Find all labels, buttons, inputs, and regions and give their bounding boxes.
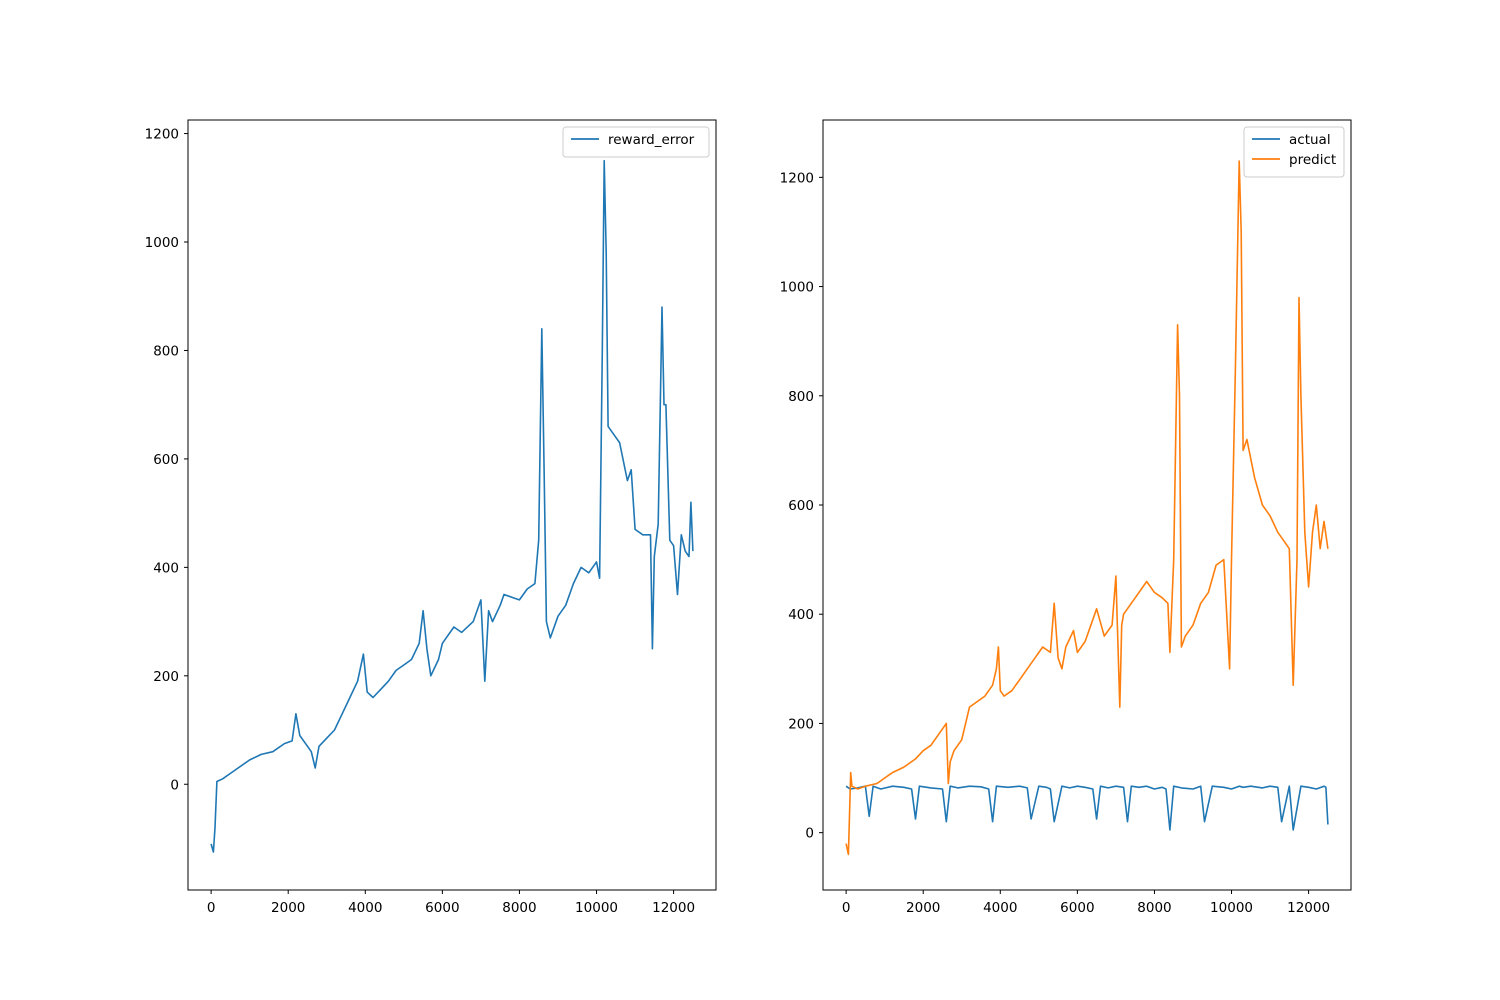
left-plot-lines (210, 159, 694, 853)
right-series-line-actual (845, 785, 1329, 831)
left-x-tick-label: 12000 (652, 900, 695, 916)
left-x-tick-label: 0 (207, 900, 216, 916)
right-y-tick-label: 1200 (780, 170, 814, 186)
right-legend-label-predict: predict (1289, 152, 1336, 168)
right-x-tick-label: 4000 (983, 900, 1017, 916)
right-y-tick-label: 600 (788, 498, 814, 514)
left-y-tick-label: 400 (153, 560, 179, 576)
right-y-tick-label: 400 (788, 607, 814, 623)
left-ticks: 0 2000 4000 6000 8000 10000 12000 0 200 400 600 800… (145, 127, 695, 916)
right-legend-label-actual: actual (1289, 132, 1331, 148)
left-y-tick-label: 600 (153, 452, 179, 468)
left-legend-box (562, 126, 710, 158)
right-y-tick-label: 0 (805, 826, 814, 842)
left-axes-frame (187, 119, 717, 891)
right-x-tick-label: 8000 (1137, 900, 1171, 916)
right-legend: actual predict (1243, 126, 1345, 178)
left-y-tick-label: 800 (153, 343, 179, 359)
right-series-line-predict (845, 160, 1329, 856)
left-legend: reward_error (562, 126, 710, 158)
right-x-tick-label: 6000 (1060, 900, 1094, 916)
right-x-tick-label: 0 (842, 900, 851, 916)
left-x-tick-label: 2000 (271, 900, 305, 916)
right-y-tick-label: 800 (788, 389, 814, 405)
left-y-tick-label: 1000 (145, 235, 179, 251)
left-legend-label-reward-error: reward_error (608, 132, 695, 148)
left-series-line-reward-error (210, 159, 694, 853)
left-x-tick-label: 10000 (575, 900, 618, 916)
left-y-tick-label: 200 (153, 669, 179, 685)
right-y-tick-label: 1000 (780, 280, 814, 296)
left-x-tick-label: 4000 (348, 900, 382, 916)
left-y-tick-label: 1200 (145, 127, 179, 143)
left-x-tick-label: 8000 (502, 900, 536, 916)
left-y-tick-label: 0 (170, 777, 179, 793)
left-axes: 0 2000 4000 6000 8000 10000 12000 0 200 400 600 800… (145, 119, 717, 916)
right-x-tick-label: 12000 (1287, 900, 1330, 916)
right-x-tick-label: 10000 (1210, 900, 1253, 916)
right-plot-lines (845, 160, 1329, 856)
right-ticks: 0 2000 4000 6000 8000 10000 12000 0 200 400 600 800… (780, 170, 1330, 916)
left-x-tick-label: 6000 (425, 900, 459, 916)
right-y-tick-label: 200 (788, 716, 814, 732)
right-axes: 0 2000 4000 6000 8000 10000 12000 0 200 400 600 800… (780, 119, 1352, 916)
right-x-tick-label: 2000 (906, 900, 940, 916)
